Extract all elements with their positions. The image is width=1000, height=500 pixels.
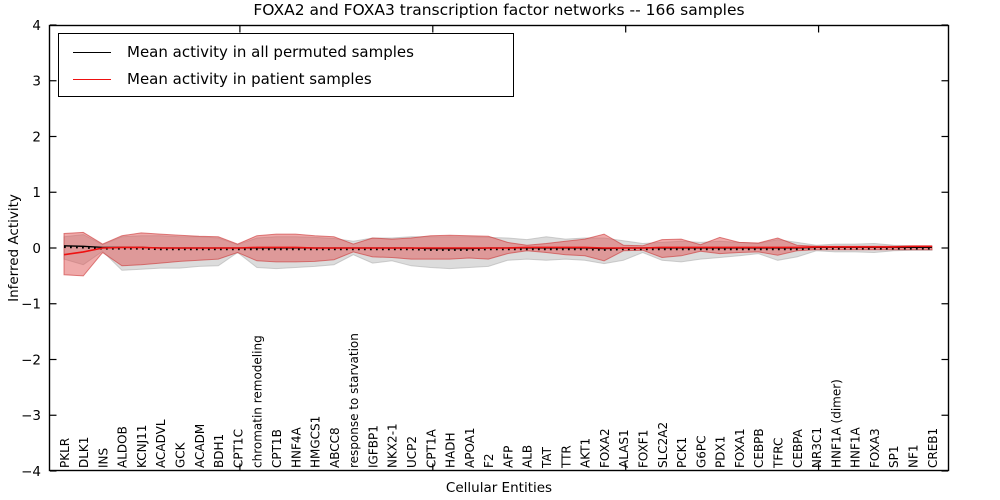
svg-text:TAT: TAT	[540, 446, 554, 469]
svg-text:PDX1: PDX1	[714, 436, 728, 468]
svg-text:chromatin remodeling: chromatin remodeling	[251, 335, 265, 468]
svg-text:NR3C1: NR3C1	[810, 427, 824, 468]
svg-text:ACADM: ACADM	[193, 424, 207, 468]
legend-item-permuted: Mean activity in all permuted samples	[59, 39, 513, 66]
svg-text:NKX2-1: NKX2-1	[386, 423, 400, 468]
patient-band	[63, 231, 933, 277]
svg-text:CPT1A: CPT1A	[424, 428, 438, 468]
y-ticks	[50, 24, 948, 472]
svg-text:−1: −1	[21, 297, 41, 313]
patient-mean-line	[63, 245, 932, 256]
svg-text:BDH1: BDH1	[212, 434, 226, 468]
svg-text:ABCC8: ABCC8	[328, 427, 342, 468]
legend-label-permuted: Mean activity in all permuted samples	[127, 43, 414, 61]
svg-text:SP1: SP1	[887, 446, 901, 469]
svg-text:−4: −4	[21, 464, 41, 480]
svg-text:CEBPB: CEBPB	[752, 428, 766, 468]
svg-text:APOA1: APOA1	[463, 427, 477, 468]
svg-text:1: 1	[32, 185, 41, 201]
x-axis-title: Cellular Entities	[445, 480, 553, 496]
svg-text:CREB1: CREB1	[926, 428, 940, 468]
svg-text:FOXA1: FOXA1	[733, 428, 747, 468]
svg-text:AFP: AFP	[501, 446, 515, 468]
svg-text:ACADVL: ACADVL	[154, 419, 168, 468]
svg-text:HNF1A (dimer): HNF1A (dimer)	[829, 379, 843, 468]
svg-text:F2: F2	[482, 453, 496, 468]
svg-text:INS: INS	[96, 448, 110, 468]
svg-text:2: 2	[32, 129, 41, 145]
svg-text:ALAS1: ALAS1	[617, 429, 631, 468]
svg-text:CEBPA: CEBPA	[791, 428, 805, 468]
svg-text:GCK: GCK	[174, 441, 188, 468]
svg-text:response to starvation: response to starvation	[347, 333, 361, 468]
svg-text:SLC2A2: SLC2A2	[656, 422, 670, 468]
svg-text:PKLR: PKLR	[58, 438, 72, 468]
svg-text:IGFBP1: IGFBP1	[366, 425, 380, 468]
svg-text:−2: −2	[21, 352, 41, 368]
svg-text:DLK1: DLK1	[77, 437, 91, 468]
legend: Mean activity in all permuted samples Me…	[58, 33, 514, 97]
svg-text:TFRC: TFRC	[771, 438, 785, 469]
x-ticks	[239, 26, 820, 470]
legend-label-patient: Mean activity in patient samples	[127, 70, 372, 88]
svg-text:FOXA2: FOXA2	[598, 428, 612, 468]
y-axis-title: Inferred Activity	[6, 194, 22, 302]
svg-text:PCK1: PCK1	[675, 437, 689, 468]
svg-text:ALDOB: ALDOB	[116, 426, 130, 468]
svg-text:3: 3	[32, 74, 41, 90]
svg-text:TTR: TTR	[559, 445, 573, 469]
svg-text:4: 4	[32, 18, 41, 34]
svg-text:CPT1B: CPT1B	[270, 429, 284, 468]
svg-text:HNF1A: HNF1A	[849, 426, 863, 468]
svg-text:ALB: ALB	[521, 445, 535, 468]
chart-title: FOXA2 and FOXA3 transcription factor net…	[253, 1, 745, 19]
svg-text:UCP2: UCP2	[405, 436, 419, 468]
legend-item-patient: Mean activity in patient samples	[59, 66, 513, 93]
x-category-labels: PKLR DLK1 INS ALDOB KCNJ11 ACADVL GCK ACADM BDH1…	[58, 333, 940, 469]
svg-text:NF1: NF1	[907, 444, 921, 468]
svg-text:−3: −3	[21, 408, 41, 424]
svg-text:HNF4A: HNF4A	[289, 426, 303, 468]
svg-text:0: 0	[32, 241, 41, 257]
svg-text:KCNJ11: KCNJ11	[135, 425, 149, 468]
red-line-icon	[73, 79, 111, 80]
svg-text:FOXA3: FOXA3	[868, 428, 882, 468]
y-tick-labels: 4 3 2 1 0 −1 −2 −3 −4	[21, 18, 41, 480]
svg-text:FOXF1: FOXF1	[636, 430, 650, 468]
plot-frame	[48, 24, 950, 472]
svg-text:HADH: HADH	[444, 433, 458, 469]
svg-text:G6PC: G6PC	[694, 435, 708, 468]
svg-text:HMGCS1: HMGCS1	[309, 416, 323, 468]
svg-text:AKT1: AKT1	[579, 438, 593, 468]
svg-text:CPT1C: CPT1C	[231, 429, 245, 468]
black-line-icon	[73, 52, 111, 53]
